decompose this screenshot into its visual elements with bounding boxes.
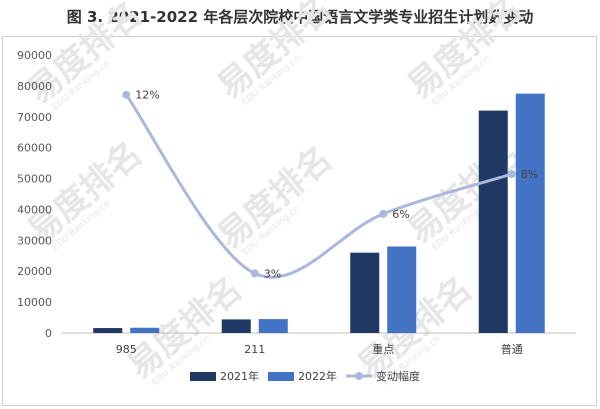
data-label: 6% [392, 208, 409, 221]
bar-series-1 [350, 252, 380, 333]
bar-series-1 [221, 319, 251, 333]
legend-label: 变动幅度 [376, 369, 420, 383]
line-point [507, 170, 516, 179]
line-series-path [125, 93, 513, 279]
line-point [379, 209, 388, 218]
y-tick-label: 20000 [17, 265, 52, 278]
x-tick-label: 普通 [501, 342, 523, 356]
y-tick-label: 70000 [17, 111, 52, 124]
chart-frame [2, 36, 597, 406]
data-label: 8% [521, 168, 538, 181]
legend-label: 2022年 [298, 369, 337, 383]
y-tick-label: 0 [45, 327, 52, 340]
x-tick-label: 重点 [372, 342, 394, 356]
y-tick-label: 80000 [17, 80, 52, 93]
watermark-text: 易度排名 [210, 139, 340, 257]
data-label: 3% [264, 267, 281, 280]
chart-title: 图 3. 2021-2022 年各层次院校中国语言文学类专业招生计划数变动 [66, 8, 534, 26]
y-tick-label: 90000 [17, 49, 52, 62]
legend-line-marker [355, 372, 363, 380]
bar-series-2 [258, 319, 288, 333]
line-point [122, 90, 131, 99]
y-tick-label: 50000 [17, 173, 52, 186]
legend-swatch [190, 372, 216, 381]
watermark-text: 易度排名 [210, 0, 340, 107]
line-point [250, 269, 259, 278]
legend-swatch [268, 372, 294, 381]
bar-series-2 [387, 246, 417, 333]
watermark-text: 易度排名 [400, 134, 530, 252]
x-tick-label: 211 [244, 343, 265, 356]
y-tick-label: 60000 [17, 142, 52, 155]
bar-series-2 [515, 93, 545, 333]
watermark-text: 易度排名 [400, 0, 530, 107]
y-tick-label: 40000 [17, 203, 52, 216]
y-tick-label: 10000 [17, 296, 52, 309]
bar-series-2 [130, 327, 160, 333]
legend-label: 2021年 [220, 369, 259, 383]
x-tick-label: 985 [116, 343, 137, 356]
bar-series-1 [478, 110, 508, 333]
y-tick-label: 30000 [17, 234, 52, 247]
bar-series-1 [93, 328, 123, 333]
data-label: 12% [135, 89, 159, 102]
